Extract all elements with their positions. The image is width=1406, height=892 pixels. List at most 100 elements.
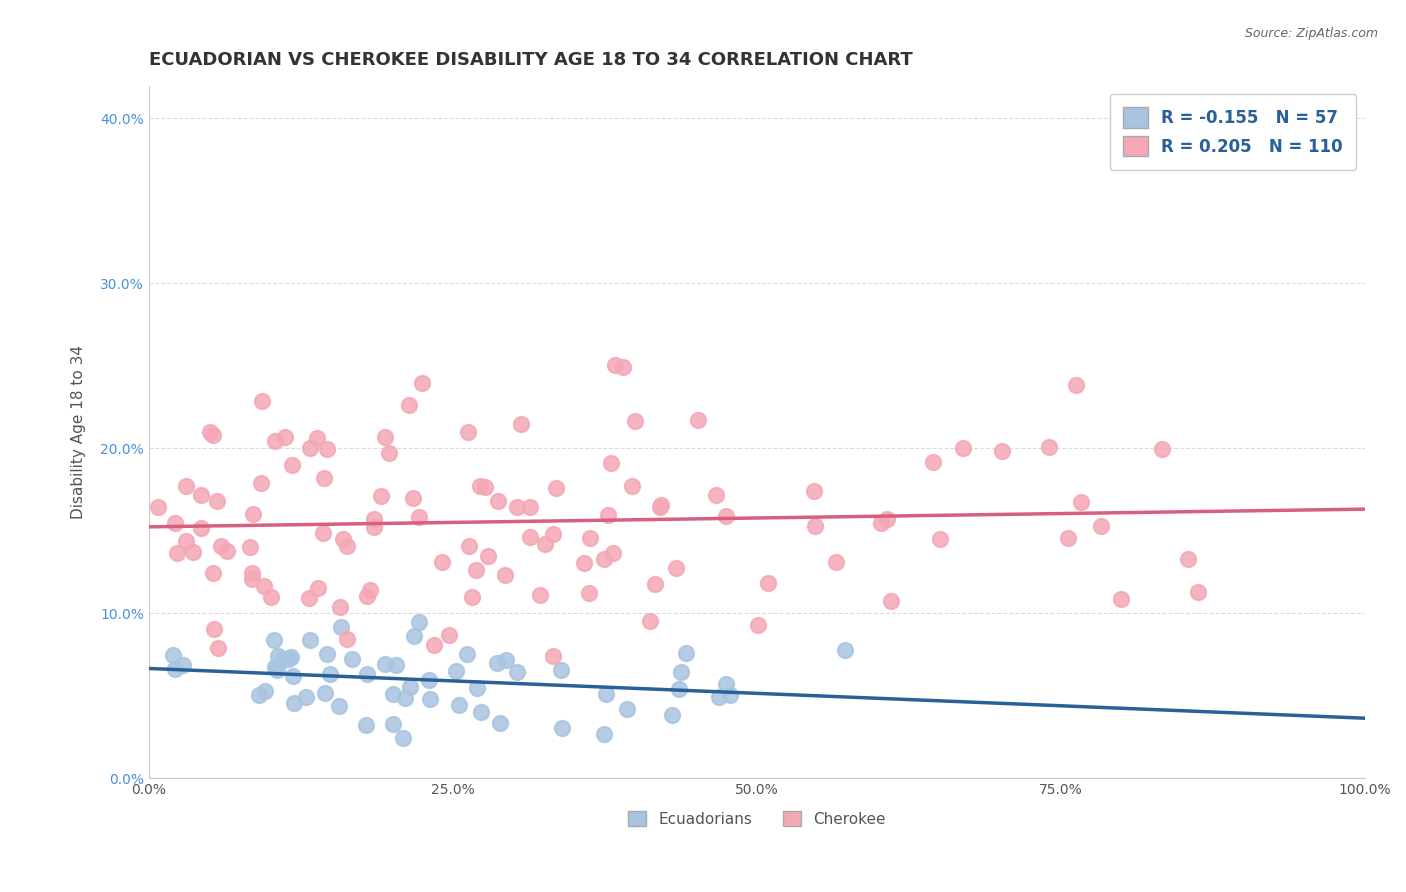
- Point: [489, 716, 512, 731]
- Point: [675, 646, 697, 660]
- Point: [190, 521, 212, 535]
- Point: [166, 545, 188, 559]
- Point: [650, 498, 672, 512]
- Point: [544, 481, 567, 495]
- Point: [217, 544, 239, 558]
- Point: [519, 500, 541, 514]
- Point: [880, 594, 903, 608]
- Point: [391, 731, 413, 745]
- Point: [280, 458, 302, 472]
- Point: [298, 442, 321, 456]
- Point: [314, 686, 336, 700]
- Point: [1187, 584, 1209, 599]
- Point: [266, 663, 288, 677]
- Point: [592, 552, 614, 566]
- Point: [551, 721, 574, 735]
- Point: [242, 507, 264, 521]
- Point: [209, 539, 232, 553]
- Point: [612, 360, 634, 375]
- Point: [374, 657, 396, 672]
- Point: [200, 425, 222, 439]
- Point: [281, 669, 304, 683]
- Point: [465, 681, 488, 695]
- Point: [457, 425, 479, 440]
- Point: [394, 691, 416, 706]
- Point: [312, 526, 335, 541]
- Point: [506, 500, 529, 514]
- Point: [876, 512, 898, 526]
- Point: [661, 708, 683, 723]
- Point: [578, 585, 600, 599]
- Point: [668, 682, 690, 697]
- Point: [1152, 442, 1174, 456]
- Point: [146, 500, 169, 514]
- Point: [382, 687, 405, 701]
- Point: [402, 629, 425, 643]
- Point: [250, 476, 273, 491]
- Point: [294, 690, 316, 705]
- Point: [163, 662, 186, 676]
- Point: [461, 591, 484, 605]
- Point: [274, 430, 297, 444]
- Point: [1109, 592, 1132, 607]
- Point: [359, 583, 381, 598]
- Point: [363, 520, 385, 534]
- Point: [267, 649, 290, 664]
- Point: [506, 665, 529, 679]
- Point: [181, 544, 204, 558]
- Point: [252, 579, 274, 593]
- Point: [408, 509, 430, 524]
- Point: [474, 480, 496, 494]
- Point: [356, 666, 378, 681]
- Point: [456, 647, 478, 661]
- Point: [398, 398, 420, 412]
- Point: [174, 479, 197, 493]
- Point: [201, 566, 224, 580]
- Text: Source: ZipAtlas.com: Source: ZipAtlas.com: [1244, 27, 1378, 40]
- Point: [1038, 440, 1060, 454]
- Point: [602, 546, 624, 560]
- Point: [298, 632, 321, 647]
- Point: [465, 564, 488, 578]
- Point: [716, 509, 738, 524]
- Point: [494, 568, 516, 582]
- Point: [378, 446, 401, 460]
- Point: [477, 549, 499, 564]
- Point: [620, 479, 643, 493]
- Point: [929, 532, 952, 546]
- Y-axis label: Disability Age 18 to 34: Disability Age 18 to 34: [72, 345, 86, 519]
- Point: [439, 628, 461, 642]
- Point: [264, 434, 287, 448]
- Point: [356, 589, 378, 603]
- Point: [486, 494, 509, 508]
- Point: [402, 491, 425, 505]
- Point: [250, 394, 273, 409]
- Point: [330, 619, 353, 633]
- Point: [638, 614, 661, 628]
- Point: [408, 615, 430, 629]
- Point: [283, 696, 305, 710]
- Point: [650, 500, 672, 514]
- Point: [240, 572, 263, 586]
- Point: [307, 431, 329, 445]
- Point: [240, 566, 263, 581]
- Point: [207, 494, 229, 508]
- Point: [363, 511, 385, 525]
- Point: [1056, 531, 1078, 545]
- Point: [644, 576, 666, 591]
- Point: [411, 376, 433, 390]
- Point: [747, 618, 769, 632]
- Text: ECUADORIAN VS CHEROKEE DISABILITY AGE 18 TO 34 CORRELATION CHART: ECUADORIAN VS CHEROKEE DISABILITY AGE 18…: [149, 51, 912, 69]
- Point: [686, 413, 709, 427]
- Point: [579, 531, 602, 545]
- Point: [603, 358, 626, 372]
- Point: [529, 588, 551, 602]
- Point: [354, 717, 377, 731]
- Point: [315, 647, 337, 661]
- Point: [332, 533, 354, 547]
- Point: [510, 417, 533, 431]
- Point: [495, 653, 517, 667]
- Point: [704, 488, 727, 502]
- Point: [834, 643, 856, 657]
- Point: [1090, 519, 1112, 533]
